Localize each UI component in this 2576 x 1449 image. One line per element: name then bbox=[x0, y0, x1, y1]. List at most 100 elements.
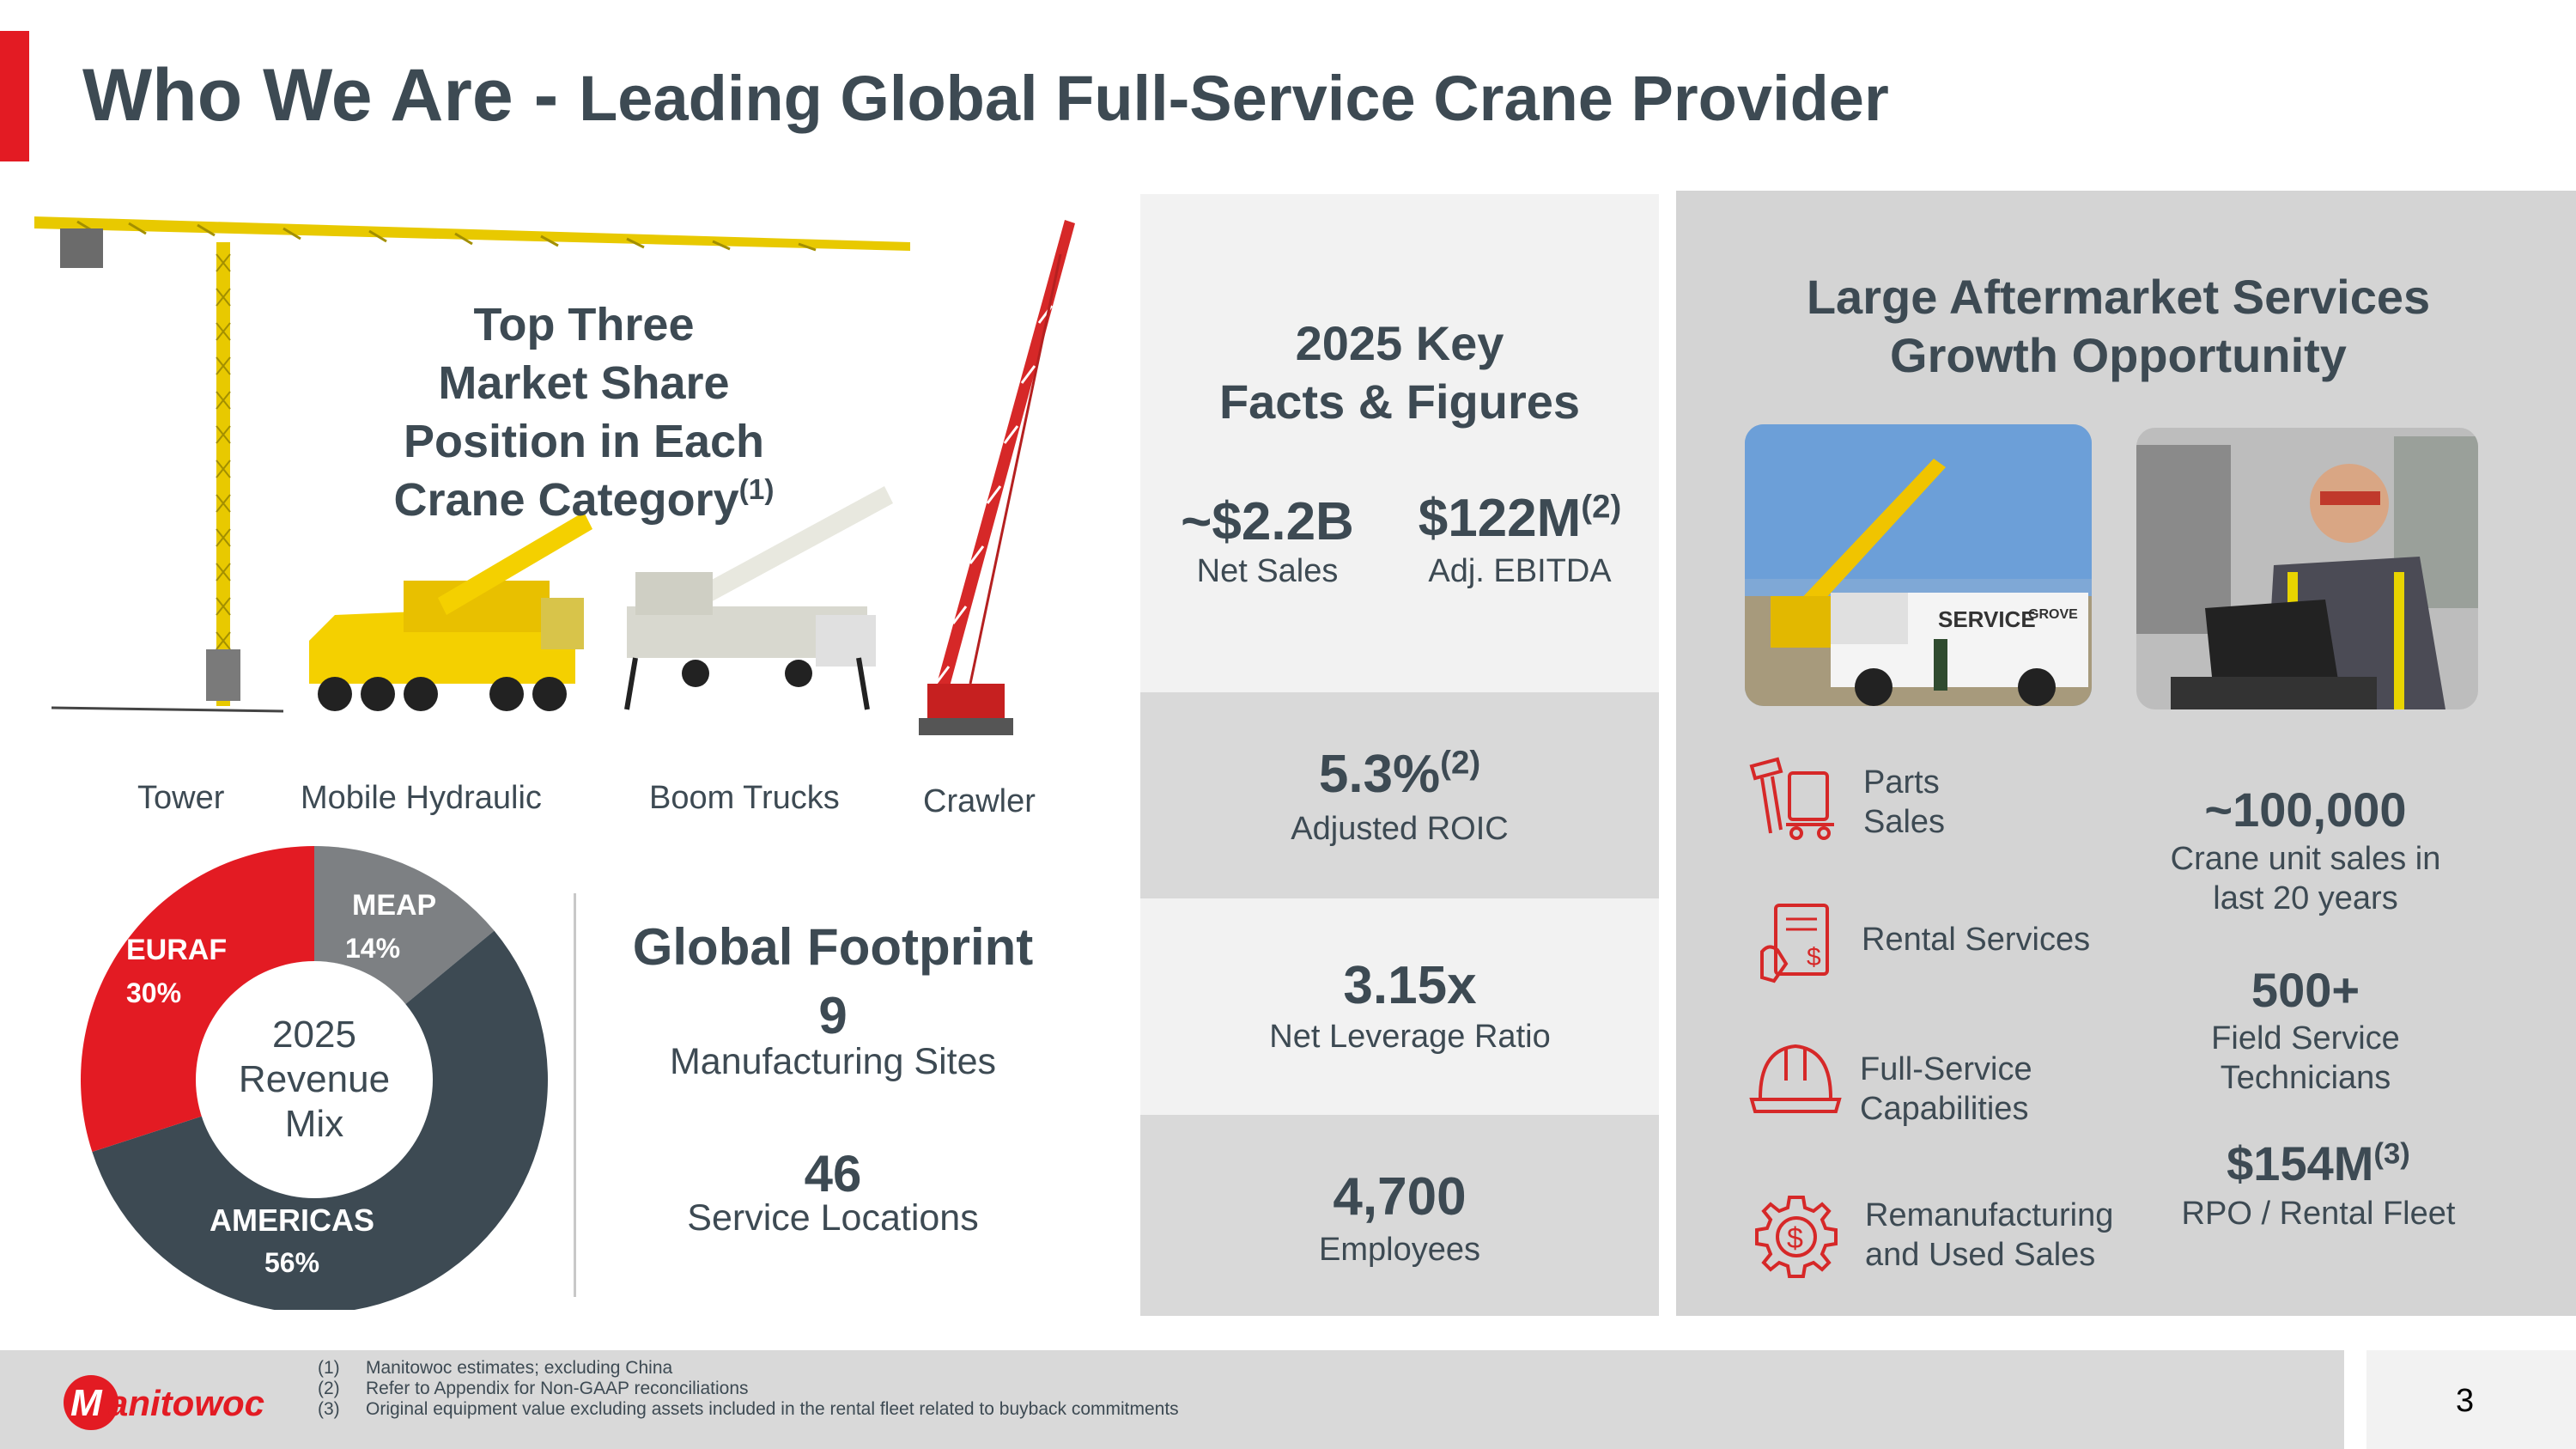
footnote-3: (3) Original equipment value excluding as… bbox=[318, 1399, 1179, 1420]
roic-value: 5.3%(2) bbox=[1140, 744, 1659, 805]
svg-text:M: M bbox=[70, 1382, 103, 1424]
svg-text:$: $ bbox=[1807, 943, 1821, 971]
key-facts-title-line-1: 2025 Key bbox=[1295, 316, 1504, 370]
adj-ebitda-label: Adj. EBITDA bbox=[1428, 553, 1612, 589]
crawler-crane-image bbox=[919, 220, 1075, 735]
crane-unit-sales-label: Crane unit sales in last 20 years bbox=[2125, 839, 2486, 918]
aftermarket-panel bbox=[1676, 191, 2576, 1316]
segment-label-meap: MEAP bbox=[352, 889, 436, 922]
service-truck-photo: SERVICE GROVE bbox=[1745, 424, 2092, 706]
page-number: 3 bbox=[2456, 1383, 2475, 1419]
parts-icon bbox=[1749, 757, 1834, 840]
footnote-3-text: Original equipment value excluding asset… bbox=[366, 1399, 1179, 1419]
crane-unit-sales-line-1: Crane unit sales in bbox=[2170, 841, 2441, 877]
aftermarket-title: Large Aftermarket Services Growth Opport… bbox=[1676, 268, 2561, 385]
footnote-2: (2) Refer to Appendix for Non-GAAP reconc… bbox=[318, 1379, 749, 1399]
title-accent-bar bbox=[0, 31, 29, 161]
market-share-line-3: Position in Each bbox=[403, 416, 765, 467]
page-number-box bbox=[2366, 1350, 2576, 1449]
field-technicians-line-2: Technicians bbox=[2220, 1060, 2391, 1096]
svg-text:anitowoc: anitowoc bbox=[108, 1383, 264, 1423]
service-reman-line-1: Remanufacturing bbox=[1865, 1197, 2114, 1233]
net-leverage-label: Net Leverage Ratio bbox=[1269, 1019, 1551, 1055]
manufacturing-sites-label: Manufacturing Sites bbox=[669, 1041, 997, 1082]
crane-unit-sales-line-2: last 20 years bbox=[2213, 880, 2398, 916]
service-full-line-1: Full-Service bbox=[1860, 1051, 2032, 1087]
service-parts-line-1: Parts bbox=[1863, 764, 1940, 801]
technician-photo bbox=[2136, 428, 2478, 709]
manufacturing-sites-count: 9 bbox=[818, 987, 848, 1044]
footnote-ref-1: (1) bbox=[738, 474, 775, 506]
service-locations-label: Service Locations bbox=[687, 1197, 979, 1239]
page-title-sub: Leading Global Full-Service Crane Provid… bbox=[579, 63, 1889, 134]
employees-panel bbox=[1140, 1115, 1659, 1316]
field-technicians-value: 500+ bbox=[2251, 963, 2360, 1017]
mobile-hydraulic-crane-image bbox=[309, 512, 592, 711]
category-label-tower: Tower bbox=[137, 780, 225, 816]
footnote-1-text: Manitowoc estimates; excluding China bbox=[366, 1358, 673, 1378]
rental-icon: $ bbox=[1760, 904, 1829, 983]
roic-label: Adjusted ROIC bbox=[1291, 811, 1509, 847]
leverage-panel bbox=[1140, 898, 1659, 1115]
rpo-rental-label: RPO / Rental Fleet bbox=[2181, 1196, 2456, 1232]
tower-crane-image bbox=[34, 216, 910, 713]
category-label-crawler: Crawler bbox=[923, 783, 1036, 819]
donut-hole bbox=[196, 961, 433, 1198]
donut-center-line-1: 2025 bbox=[272, 1014, 356, 1056]
net-sales-value: ~$2.2B bbox=[1181, 492, 1354, 551]
adj-ebitda-value: $122M(2) bbox=[1391, 488, 1649, 549]
truck-service-text: SERVICE bbox=[1938, 606, 2036, 632]
footer-bar bbox=[0, 1350, 2344, 1449]
footnote-ref-2b: (2) bbox=[1440, 744, 1481, 782]
service-parts-line-2: Sales bbox=[1863, 804, 1946, 840]
aftermarket-title-line-1: Large Aftermarket Services bbox=[1806, 270, 2431, 324]
category-label-mobile-hydraulic: Mobile Hydraulic bbox=[301, 780, 542, 816]
net-leverage-value: 3.15x bbox=[1343, 956, 1477, 1015]
manitowoc-logo: M anitowoc bbox=[64, 1375, 264, 1430]
service-full-service: Full-Service Capabilities bbox=[1860, 1050, 2032, 1129]
donut-center-line-3: Mix bbox=[285, 1103, 343, 1145]
field-technicians-line-1: Field Service bbox=[2211, 1020, 2400, 1056]
segment-pct-americas: 56% bbox=[264, 1247, 319, 1278]
key-facts-title: 2025 Key Facts & Figures bbox=[1140, 314, 1659, 431]
roic-number: 5.3% bbox=[1318, 745, 1441, 804]
truck-brand-text: GROVE bbox=[2028, 607, 2078, 622]
employees-label: Employees bbox=[1319, 1232, 1480, 1268]
page-title: Who We Are - Leading Global Full-Service… bbox=[82, 53, 1889, 138]
footnote-ref-3: (3) bbox=[2373, 1137, 2410, 1171]
gear-dollar-icon: $ bbox=[1755, 1196, 1838, 1278]
boom-truck-image bbox=[624, 486, 893, 710]
service-full-line-2: Capabilities bbox=[1860, 1091, 2029, 1127]
footnote-2-text: Refer to Appendix for Non-GAAP reconcili… bbox=[366, 1379, 749, 1398]
aftermarket-title-line-2: Growth Opportunity bbox=[1890, 328, 2347, 382]
footnote-ref-2: (2) bbox=[1581, 488, 1622, 526]
category-label-boom-trucks: Boom Trucks bbox=[649, 780, 840, 816]
market-share-line-1: Top Three bbox=[473, 299, 695, 350]
adj-ebitda-number: $122M bbox=[1418, 489, 1582, 548]
service-parts-sales: Parts Sales bbox=[1863, 763, 1945, 842]
segment-pct-euraf: 30% bbox=[126, 977, 181, 1008]
svg-text:$: $ bbox=[1787, 1222, 1803, 1255]
donut-center-line-2: Revenue bbox=[239, 1058, 390, 1100]
footnote-3-num: (3) bbox=[318, 1399, 340, 1419]
key-facts-panel bbox=[1140, 194, 1659, 692]
roic-panel bbox=[1140, 692, 1659, 898]
service-remanufacturing: Remanufacturing and Used Sales bbox=[1865, 1196, 2113, 1275]
market-share-heading: Top Three Market Share Position in Each … bbox=[361, 295, 807, 529]
segment-label-euraf: EURAF bbox=[126, 934, 227, 966]
crane-illustrations bbox=[34, 216, 1075, 735]
footnote-1-num: (1) bbox=[318, 1358, 340, 1378]
segment-label-americas: AMERICAS bbox=[210, 1202, 374, 1238]
net-sales-label: Net Sales bbox=[1196, 553, 1339, 589]
page-title-main: Who We Are - bbox=[82, 54, 580, 137]
service-locations-count: 46 bbox=[804, 1145, 862, 1202]
employees-value: 4,700 bbox=[1333, 1167, 1467, 1227]
revenue-mix-donut-chart: 2025 Revenue Mix MEAP 14% EURAF 30% AMER… bbox=[80, 846, 548, 1310]
crane-unit-sales-value: ~100,000 bbox=[2204, 782, 2407, 837]
service-reman-line-2: and Used Sales bbox=[1865, 1237, 2096, 1273]
service-rental: Rental Services bbox=[1862, 922, 2091, 958]
field-technicians-label: Field Service Technicians bbox=[2125, 1019, 2486, 1098]
section-divider bbox=[574, 893, 576, 1297]
footnote-2-num: (2) bbox=[318, 1379, 340, 1398]
rpo-rental-value: $154M(3) bbox=[2138, 1135, 2499, 1191]
